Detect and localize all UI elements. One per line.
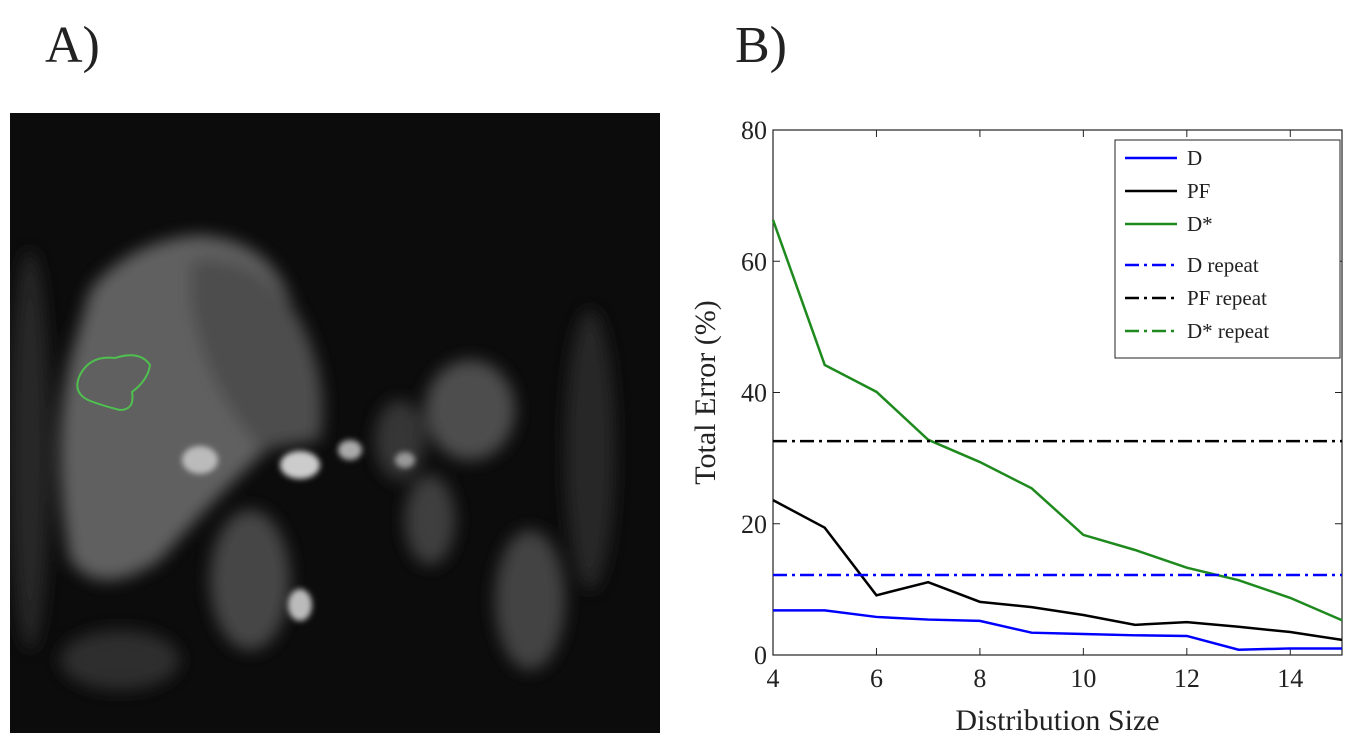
legend-label: D (1187, 146, 1202, 170)
x-tick-label: 8 (973, 664, 986, 693)
panel-label: B) (735, 17, 787, 74)
series-line (772, 499, 1343, 642)
x-tick-label: 12 (1174, 664, 1200, 693)
y-axis-label: Total Error (%) (689, 300, 722, 484)
legend-box (1114, 139, 1341, 359)
series-line (771, 219, 1343, 622)
x-tick-label: 14 (1277, 664, 1303, 693)
legend-label: D* repeat (1187, 319, 1269, 343)
y-tick-label: 0 (754, 641, 767, 670)
y-tick-label: 60 (741, 247, 767, 276)
x-tick-label: 10 (1070, 664, 1096, 693)
x-axis-label: Distribution Size (955, 704, 1159, 737)
legend-label: PF repeat (1187, 286, 1267, 310)
y-tick-label: 20 (741, 510, 767, 539)
x-tick-label: 4 (767, 664, 780, 693)
legend-label: PF (1187, 179, 1210, 203)
legend-label: D repeat (1187, 253, 1259, 277)
mri-image (10, 113, 660, 733)
y-tick-label: 40 (741, 379, 767, 408)
panel-label: A) (45, 17, 100, 74)
x-tick-label: 6 (870, 664, 883, 693)
chart: 0 20 40 60 80 4 6 8 10 12 14 Distribution Size Total… (689, 116, 1343, 737)
series-line (773, 609, 1342, 652)
legend-label: D* (1187, 212, 1213, 236)
y-tick-label: 80 (741, 116, 767, 145)
